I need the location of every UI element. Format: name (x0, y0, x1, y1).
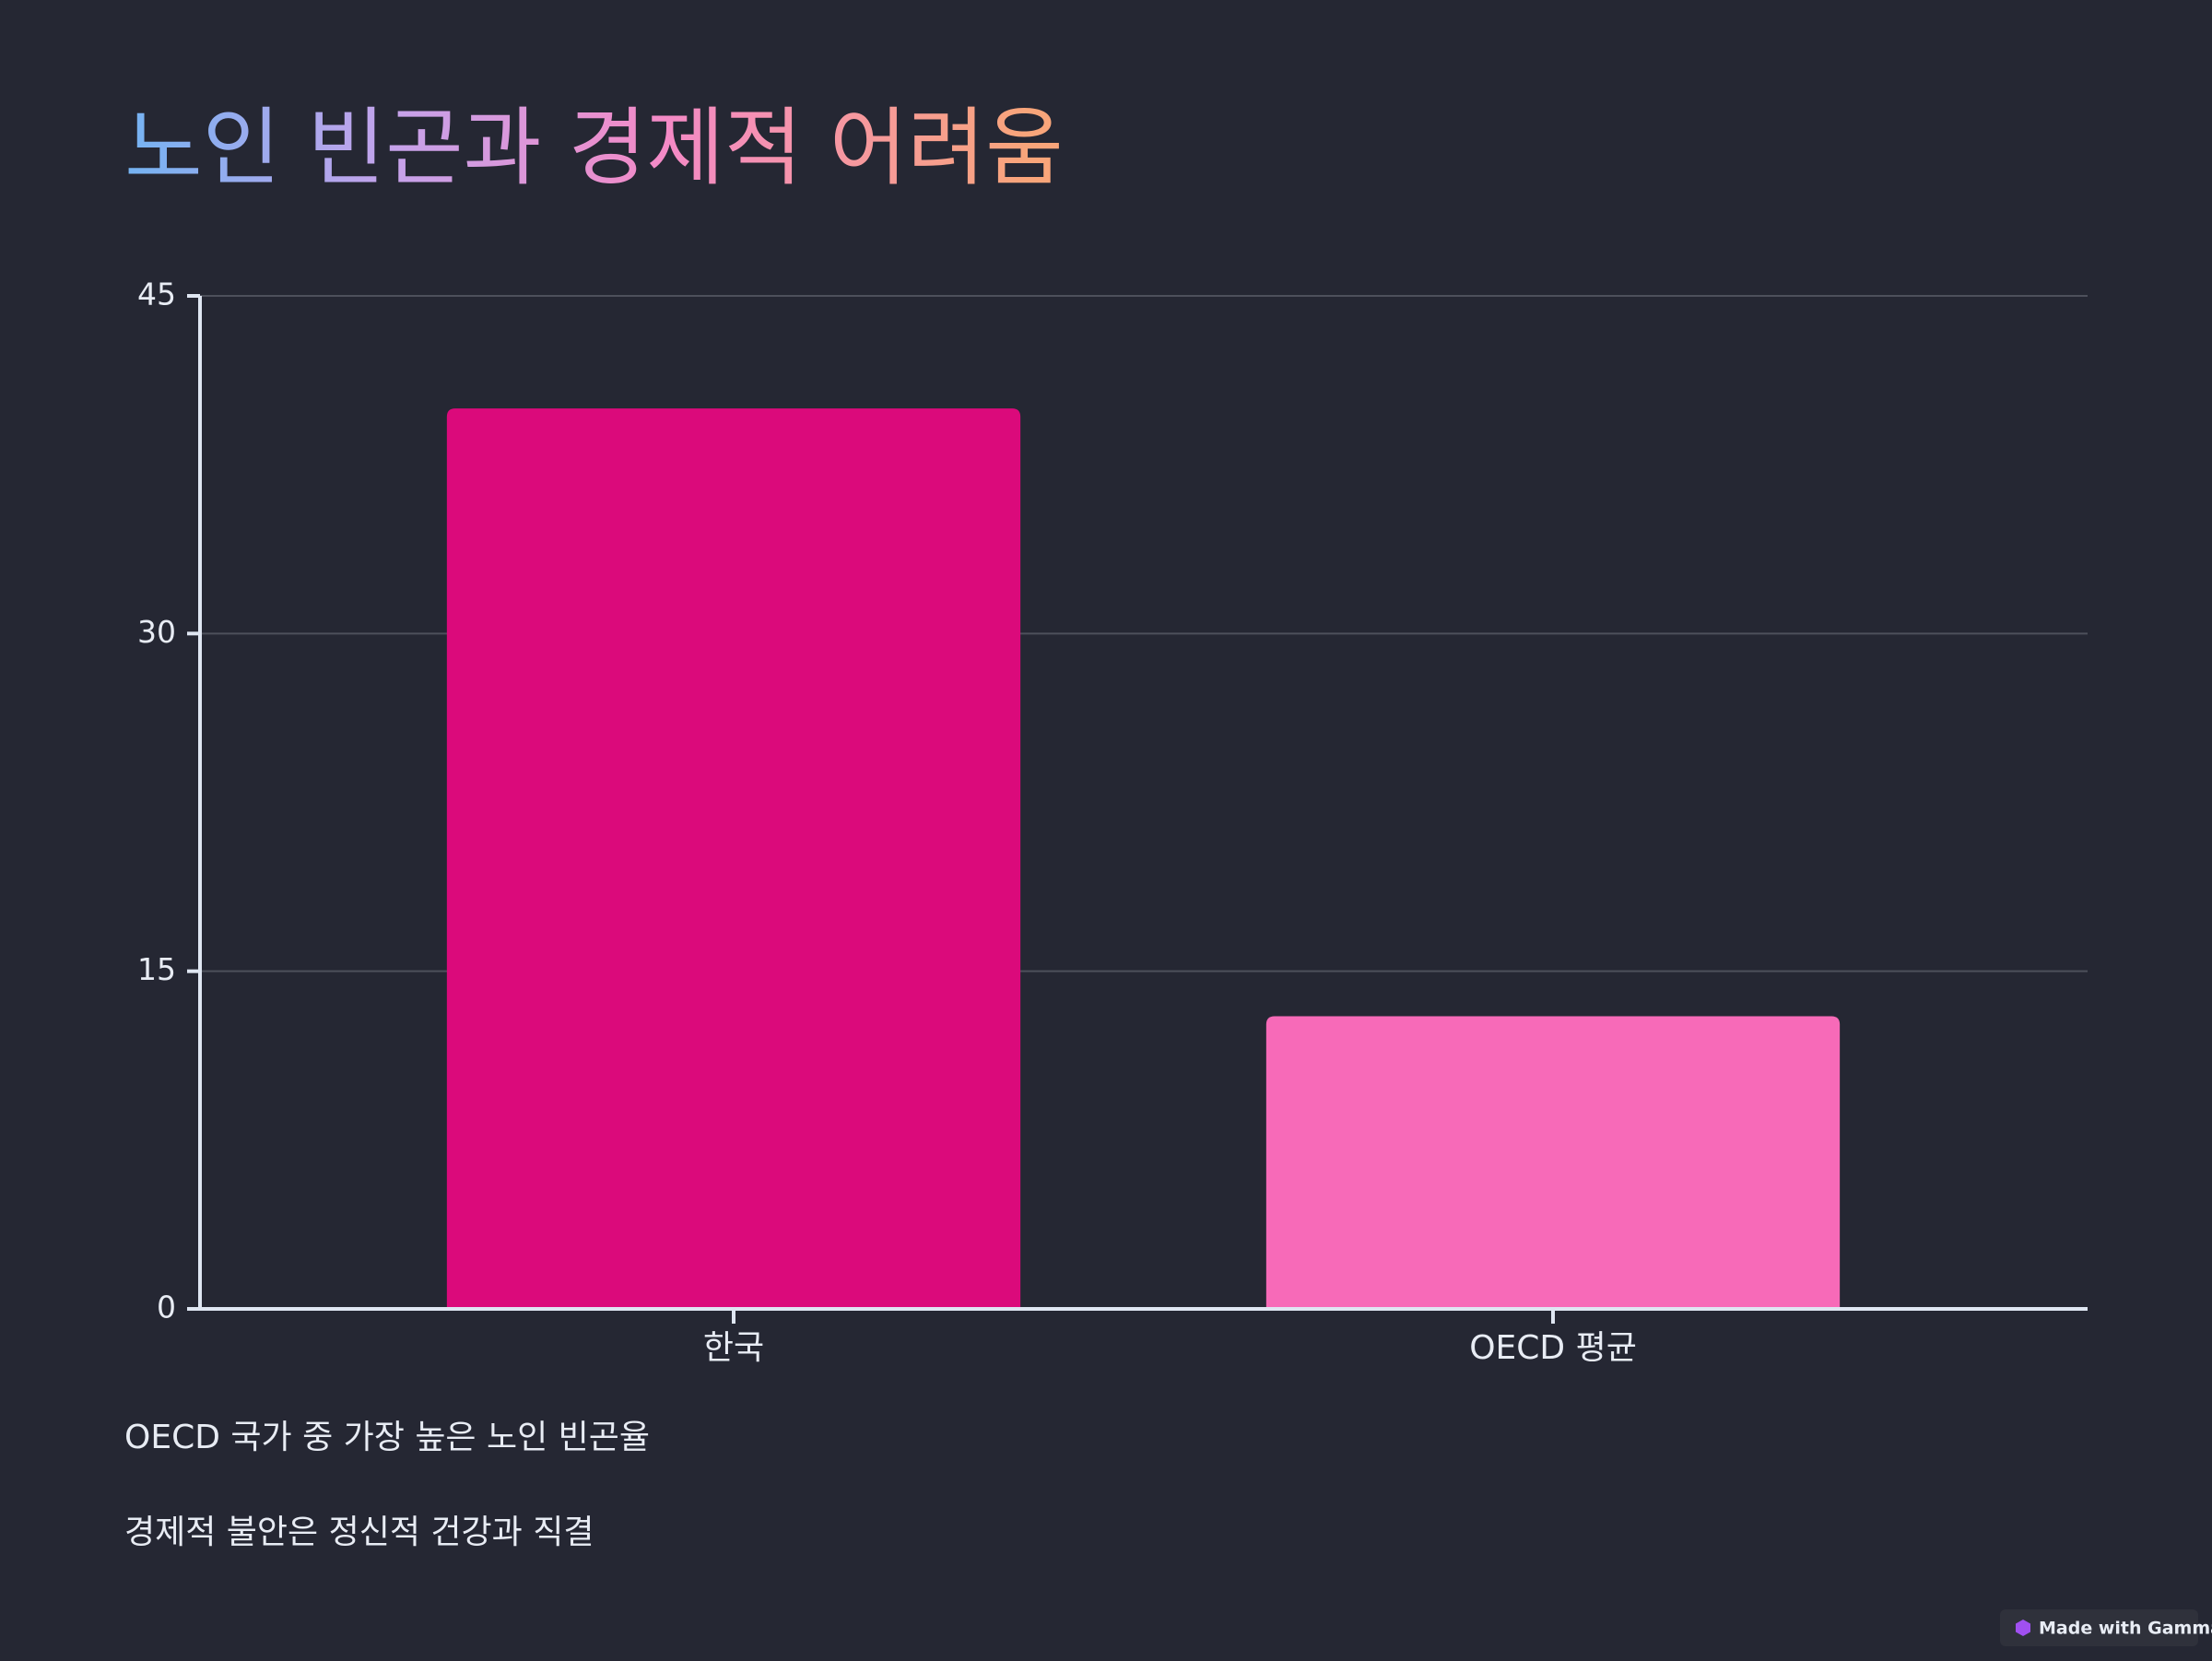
bar (446, 408, 1021, 1310)
badge-icon (2016, 1620, 2030, 1636)
badge-text[interactable]: Made with Gamma (2039, 1619, 2212, 1639)
x-tick-label: OECD 평균 (1469, 1329, 1637, 1367)
badge[interactable] (2000, 1609, 2198, 1646)
note: 경제적 불안은 정신적 건강과 직결 (124, 1514, 594, 1551)
x-tick-label: 한국 (703, 1329, 764, 1367)
note: OECD 국가 중 가장 높은 노인 빈곤율 (124, 1419, 650, 1456)
bar (1265, 1016, 1841, 1309)
y-tick-label: 15 (137, 951, 176, 987)
chart-title: 노인 빈곤과 경제적 어려움 (124, 99, 1064, 197)
y-tick-label: 45 (137, 277, 176, 312)
y-tick-label: 30 (137, 614, 176, 650)
y-tick-label: 0 (157, 1290, 176, 1325)
